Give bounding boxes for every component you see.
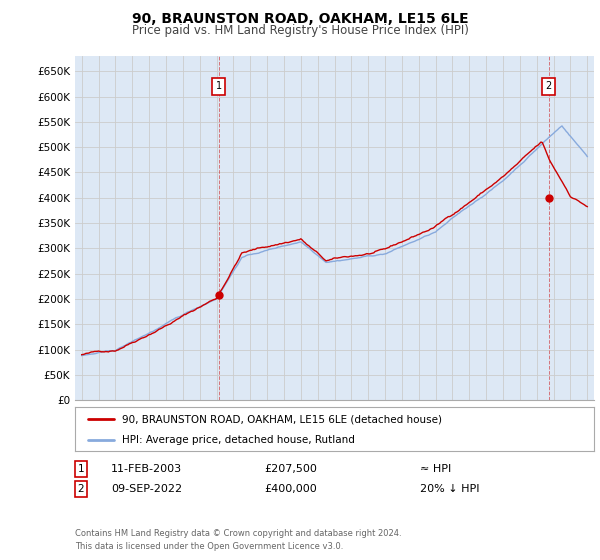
Text: 2: 2 — [77, 484, 85, 494]
Text: ≈ HPI: ≈ HPI — [420, 464, 451, 474]
Text: Price paid vs. HM Land Registry's House Price Index (HPI): Price paid vs. HM Land Registry's House … — [131, 24, 469, 36]
Text: 11-FEB-2003: 11-FEB-2003 — [111, 464, 182, 474]
Text: 90, BRAUNSTON ROAD, OAKHAM, LE15 6LE (detached house): 90, BRAUNSTON ROAD, OAKHAM, LE15 6LE (de… — [122, 414, 442, 424]
Text: 20% ↓ HPI: 20% ↓ HPI — [420, 484, 479, 494]
Text: 1: 1 — [77, 464, 85, 474]
Text: £400,000: £400,000 — [264, 484, 317, 494]
Text: 90, BRAUNSTON ROAD, OAKHAM, LE15 6LE: 90, BRAUNSTON ROAD, OAKHAM, LE15 6LE — [131, 12, 469, 26]
Text: £207,500: £207,500 — [264, 464, 317, 474]
Text: 2: 2 — [545, 81, 552, 91]
Text: Contains HM Land Registry data © Crown copyright and database right 2024.
This d: Contains HM Land Registry data © Crown c… — [75, 529, 401, 550]
Text: 1: 1 — [215, 81, 221, 91]
Text: HPI: Average price, detached house, Rutland: HPI: Average price, detached house, Rutl… — [122, 435, 355, 445]
Text: 09-SEP-2022: 09-SEP-2022 — [111, 484, 182, 494]
